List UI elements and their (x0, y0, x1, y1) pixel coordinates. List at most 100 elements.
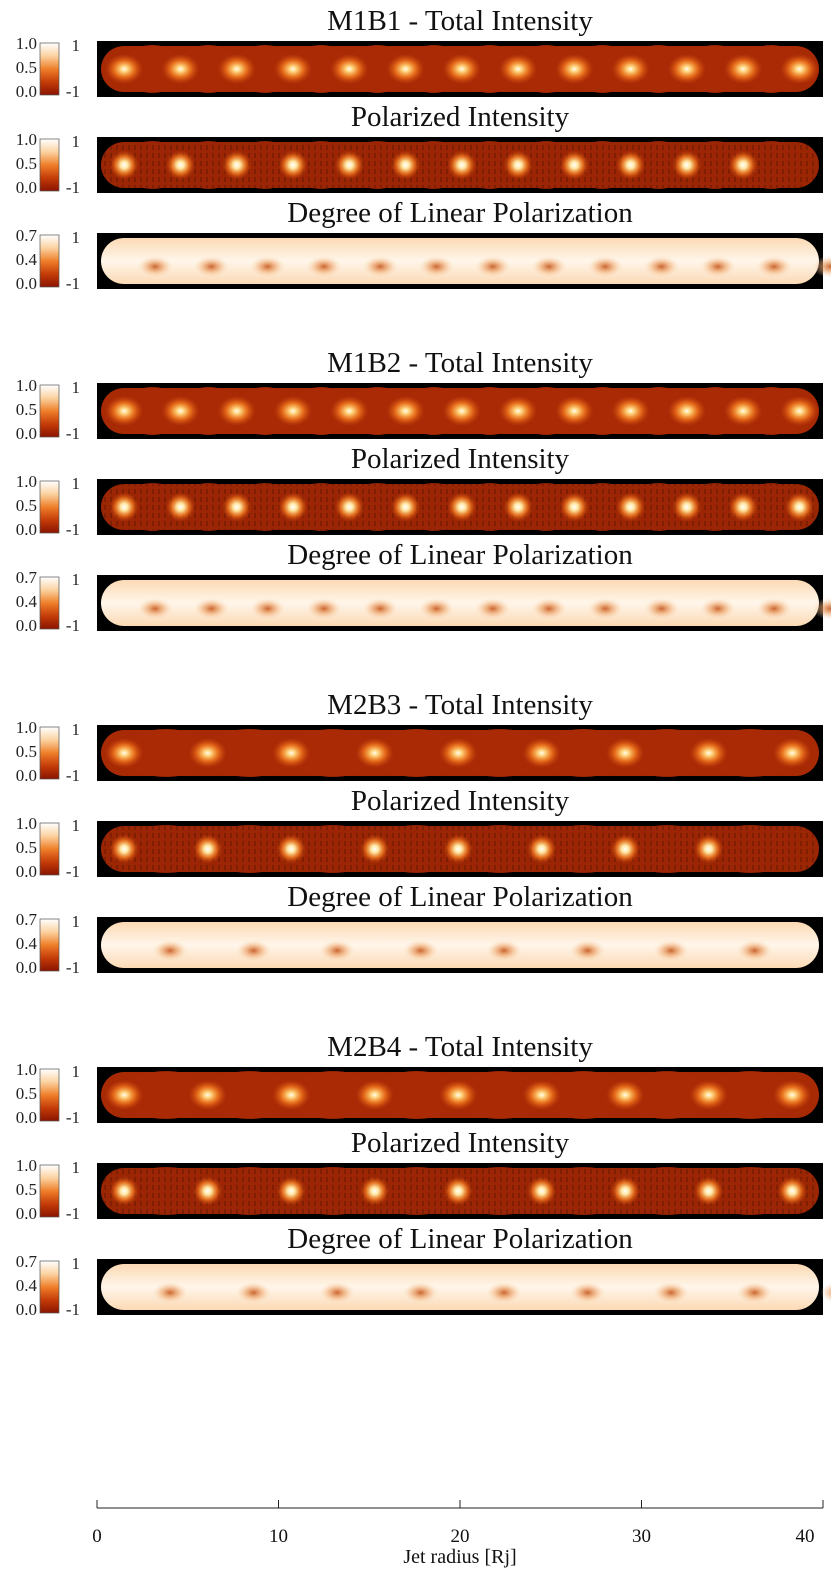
colorbar (39, 234, 60, 288)
knot (667, 396, 706, 426)
knot (235, 939, 272, 962)
knot (724, 54, 763, 84)
colorbar-tick-label: 1.0 (16, 1060, 37, 1079)
knot (503, 492, 534, 522)
knot (443, 1176, 474, 1206)
knot (606, 1080, 645, 1110)
knot (137, 597, 174, 620)
knot (109, 1176, 140, 1206)
jet-segment (402, 387, 465, 435)
panel-title: M1B1 - Total Intensity (327, 5, 593, 37)
panel-5: Polarized Intensity 1.0 0.5 0.0 1 -1 (16, 443, 823, 539)
panels-group: M1B1 - Total Intensity1.00.50.01-1Polari… (16, 5, 831, 1319)
colorbar (39, 822, 60, 876)
knot (161, 396, 200, 426)
panel-title: Degree of Linear Polarization (287, 881, 633, 913)
knot (193, 255, 230, 278)
knot (773, 1080, 812, 1110)
jet-segment (684, 45, 746, 93)
colorbar-tick-label: 0.0 (16, 766, 37, 785)
x-tick-label: 10 (269, 1526, 288, 1547)
jet-segment (287, 729, 379, 777)
knot (446, 150, 477, 180)
panel-title: Polarized Intensity (351, 785, 570, 817)
knot (161, 54, 200, 84)
knot (522, 1080, 561, 1110)
panel-2: Polarized Intensity 1.0 0.5 0.0 1 -1 (16, 101, 823, 197)
knot (587, 597, 624, 620)
knot (305, 255, 342, 278)
knot (355, 1080, 394, 1110)
aux-axis-tick-label: -1 (66, 766, 80, 785)
aux-axis-tick-label: -1 (66, 1300, 80, 1319)
knot (756, 597, 793, 620)
knot (217, 396, 256, 426)
knot (587, 255, 624, 278)
aux-axis-tick-label: 1 (72, 132, 81, 151)
knot (777, 1176, 808, 1206)
aux-axis-tick-label: 1 (72, 1158, 81, 1177)
knot (442, 396, 481, 426)
knot (249, 255, 286, 278)
knot (192, 834, 223, 864)
x-tick-label: 20 (451, 1526, 470, 1547)
colorbar-tick-label: 0.0 (16, 1300, 37, 1319)
colorbar-tick-label: 0.0 (16, 82, 37, 101)
knot (221, 492, 252, 522)
knot (756, 255, 793, 278)
panel-11: Polarized Intensity 1.0 0.5 0.0 1 -1 (16, 1127, 823, 1223)
panel-title: M1B2 - Total Intensity (327, 347, 593, 379)
knot (486, 1281, 523, 1304)
knot (272, 738, 311, 768)
jet-segment (537, 729, 630, 777)
knot (319, 1281, 356, 1304)
colorbar-tick-label: 0.5 (16, 58, 37, 77)
panel-title: Polarized Intensity (351, 1127, 570, 1159)
knot (531, 597, 568, 620)
colorbar-tick-label: 0.0 (16, 1204, 37, 1223)
colorbar-tick-label: 1.0 (16, 130, 37, 149)
knot (386, 54, 425, 84)
knot (653, 939, 690, 962)
knot (402, 939, 439, 962)
panel-8: Polarized Intensity 1.0 0.5 0.0 1 -1 (16, 785, 823, 881)
knot (334, 150, 365, 180)
knot (386, 396, 425, 426)
jet-segment (627, 45, 690, 93)
colorbar-tick-label: 0.0 (16, 424, 37, 443)
knot (274, 396, 313, 426)
knot (569, 1281, 606, 1304)
knot (439, 738, 478, 768)
jet-segment (515, 387, 578, 435)
aux-axis-tick-label: -1 (66, 1108, 80, 1127)
knot (362, 255, 399, 278)
aux-axis-tick-label: -1 (66, 616, 80, 635)
knot (693, 834, 724, 864)
jet-segment (120, 1071, 212, 1119)
knot (278, 150, 309, 180)
colorbar-tick-label: 0.7 (16, 226, 38, 245)
knot (724, 396, 763, 426)
colorbar (39, 726, 60, 780)
panel-title: Degree of Linear Polarization (287, 197, 633, 229)
jet-segment (459, 45, 521, 93)
knot (109, 834, 140, 864)
jet-segment (287, 1071, 379, 1119)
colorbar-tick-label: 1.0 (16, 34, 37, 53)
knot (474, 597, 511, 620)
knot (615, 492, 646, 522)
knot (671, 150, 702, 180)
knot (531, 255, 568, 278)
knot (780, 396, 819, 426)
jet-segment (627, 387, 690, 435)
knot (276, 834, 307, 864)
knot (105, 396, 144, 426)
knot (555, 396, 594, 426)
knot (653, 1281, 690, 1304)
knot (418, 255, 455, 278)
knot (606, 738, 645, 768)
colorbar (39, 576, 60, 630)
panel-3: Degree of Linear Polarization 0.7 0.4 0.0 1 -… (16, 197, 831, 293)
colorbar-tick-label: 0.0 (16, 862, 37, 881)
